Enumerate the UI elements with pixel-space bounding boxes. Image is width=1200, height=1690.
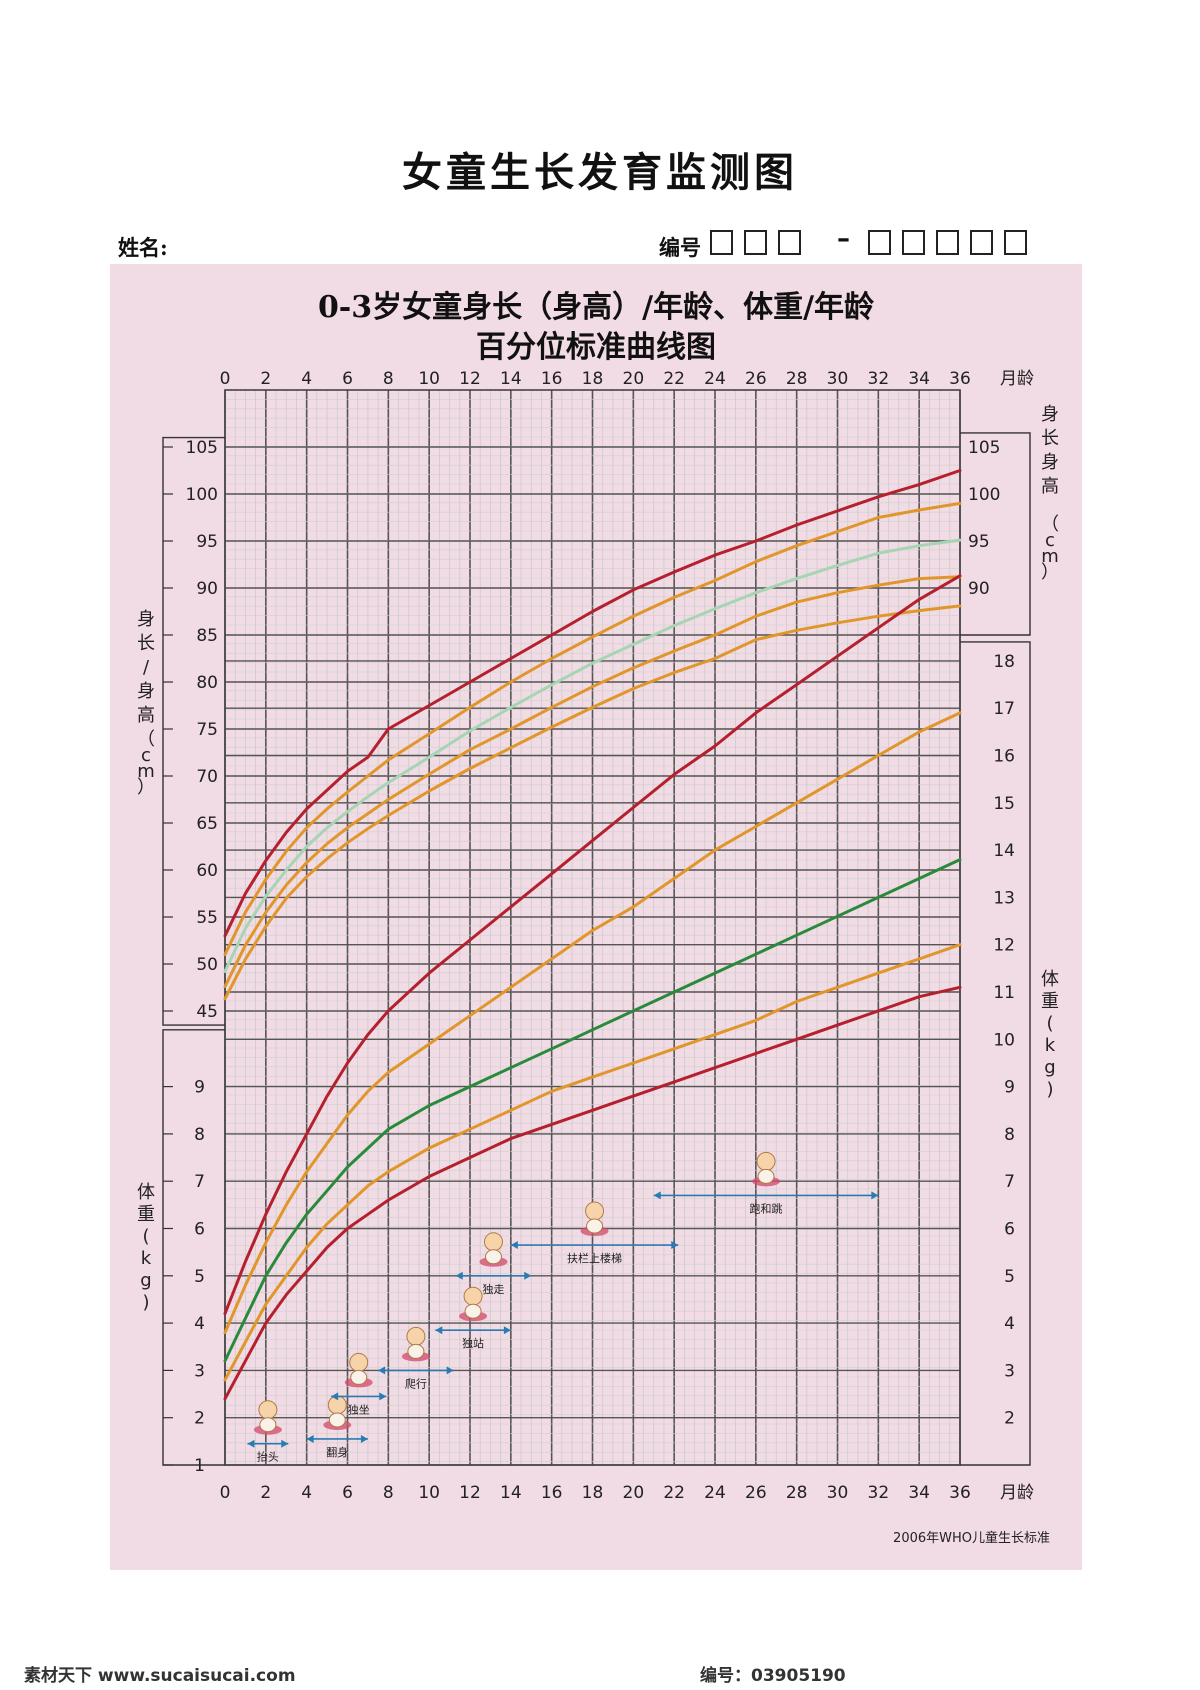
id-box[interactable]: [710, 230, 733, 255]
watermark-id: 编号：03905190: [700, 1661, 846, 1686]
id-box[interactable]: [1004, 230, 1027, 255]
document-title: 女童生长发育监测图: [0, 140, 1200, 198]
id-box[interactable]: [936, 230, 959, 255]
id-box[interactable]: [744, 230, 767, 255]
id-separator: –: [837, 224, 850, 254]
chart-subtitle: 百分位标准曲线图: [110, 322, 1082, 366]
id-box[interactable]: [970, 230, 993, 255]
chart-title: 0-3岁女童身长（身高）/年龄、体重/年龄: [110, 282, 1082, 326]
source-note: 2006年WHO儿童生长标准: [893, 1527, 1050, 1546]
chart-panel: [110, 264, 1082, 1570]
id-box[interactable]: [902, 230, 925, 255]
watermark-text: 素材天下 www.sucaisucai.com: [24, 1661, 296, 1686]
id-box[interactable]: [868, 230, 891, 255]
id-box[interactable]: [778, 230, 801, 255]
name-label: 姓名:: [118, 232, 168, 262]
id-label: 编号: [659, 232, 701, 262]
